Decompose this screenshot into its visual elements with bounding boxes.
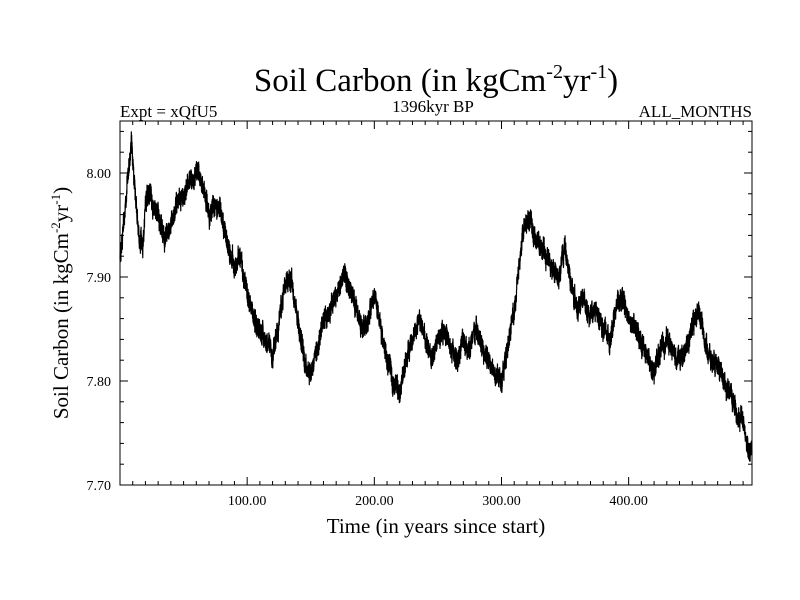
y-tick-label: 7.90 [87, 271, 112, 286]
y-tick-label: 7.70 [87, 479, 112, 494]
series-line-soil-carbon [119, 131, 753, 462]
y-tick-label: 7.80 [87, 375, 112, 390]
x-tick-label: 200.00 [355, 494, 394, 509]
subtitle-experiment: Expt = xQfU5 [120, 102, 217, 121]
chart-title: Soil Carbon (in kgCm-2yr-1) [254, 61, 618, 99]
x-axis-label: Time (in years since start) [327, 514, 546, 538]
subtitle-epoch: 1396kyr BP [392, 97, 474, 116]
plot-frame [119, 120, 753, 486]
x-tick-label: 100.00 [228, 494, 267, 509]
tick-label-group: 100.00 200.00 300.00 400.00 7.70 7.80 7.90 8.00 [87, 167, 648, 509]
x-tick-label: 300.00 [482, 494, 521, 509]
x-tick-label: 400.00 [609, 494, 648, 509]
y-axis-label: Soil Carbon (in kgCm-2yr-1) [48, 187, 73, 419]
y-tick-label: 8.00 [87, 167, 112, 182]
tick-group [120, 121, 752, 486]
subtitle-months: ALL_MONTHS [639, 102, 752, 121]
